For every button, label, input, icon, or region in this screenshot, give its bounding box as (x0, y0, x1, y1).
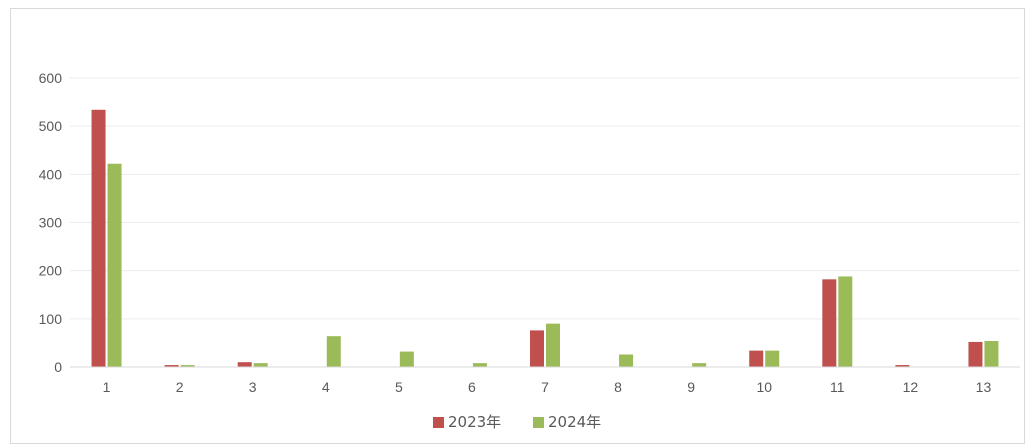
x-tick-label: 11 (830, 379, 845, 395)
bar-2024年-2 (180, 365, 195, 367)
y-tick-label: 0 (54, 359, 62, 375)
legend-swatch-1 (533, 417, 544, 428)
bar-2023年-3 (237, 362, 252, 367)
bar-2023年-2 (164, 365, 179, 367)
x-tick-label: 8 (614, 379, 622, 395)
legend-label-1: 2024年 (548, 413, 601, 431)
bar-2023年-11 (822, 279, 837, 367)
bar-2024年-5 (399, 351, 414, 367)
bar-2023年-13 (968, 341, 983, 367)
y-tick-label: 200 (39, 263, 63, 279)
legend-swatch-0 (433, 417, 444, 428)
y-tick-label: 600 (39, 70, 63, 86)
x-tick-label: 1 (103, 379, 111, 395)
bar-2024年-11 (838, 276, 853, 367)
bar-2023年-1 (91, 109, 106, 367)
x-tick-label: 4 (322, 379, 330, 395)
bar-2024年-13 (984, 340, 999, 367)
legend-label-0: 2023年 (448, 413, 501, 431)
x-tick-label: 3 (249, 379, 257, 395)
bar-2023年-12 (895, 365, 910, 367)
x-tick-label: 12 (903, 379, 919, 395)
x-tick-label: 7 (541, 379, 549, 395)
bar-2024年-7 (546, 323, 560, 367)
x-tick-label: 9 (687, 379, 695, 395)
bar-2024年-9 (692, 363, 707, 367)
bar-2024年-3 (253, 363, 268, 367)
legend: 2023年 2024年 (433, 413, 601, 431)
bar-2023年-10 (749, 350, 764, 367)
gridlines (70, 77, 1020, 320)
x-axis: 1 2 3 4 5 6 7 8 9 10 11 12 13 (70, 366, 1020, 395)
y-tick-label: 100 (39, 311, 63, 327)
y-tick-label: 300 (39, 215, 63, 231)
y-tick-label: 500 (39, 118, 63, 134)
bar-2024年-8 (619, 354, 634, 367)
bar-2024年-4 (326, 336, 341, 367)
x-tick-label: 10 (756, 379, 772, 395)
bar-2024年-6 (472, 363, 487, 367)
bar-2023年-7 (530, 330, 544, 367)
bar-2024年-1 (107, 163, 122, 367)
bars (91, 109, 999, 367)
x-tick-label: 13 (976, 379, 992, 395)
bar-2024年-10 (765, 350, 780, 367)
y-axis: 0 100 200 300 400 500 600 (39, 70, 63, 375)
x-tick-label: 2 (176, 379, 184, 395)
x-tick-label: 6 (468, 379, 476, 395)
chart-frame (10, 8, 1025, 444)
y-tick-label: 400 (39, 166, 63, 182)
x-tick-label: 5 (395, 379, 403, 395)
